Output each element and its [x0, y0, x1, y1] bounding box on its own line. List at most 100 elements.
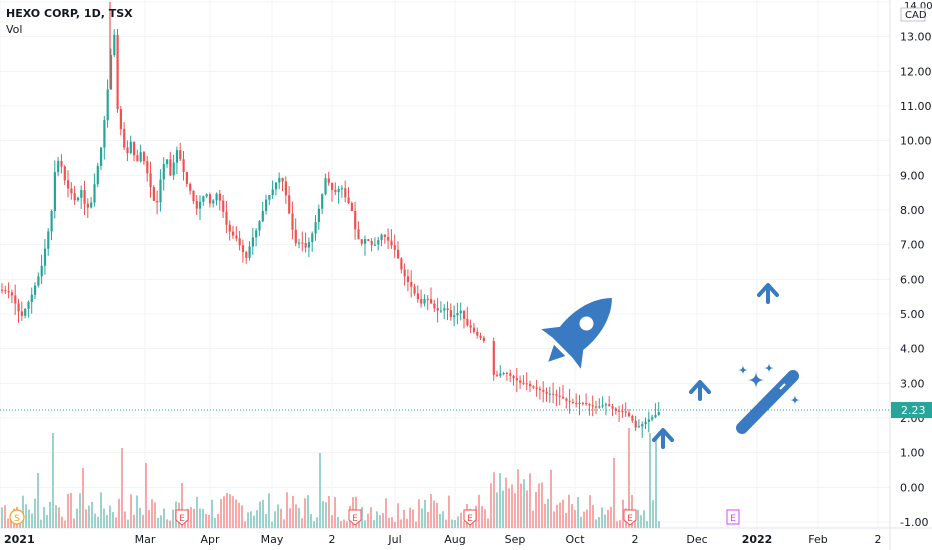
candle-body [439, 310, 443, 312]
volume-bar [49, 501, 51, 528]
volume-bar [442, 511, 444, 528]
volume-bar [562, 499, 564, 528]
volume-bar [295, 504, 297, 528]
candle-body [298, 242, 301, 244]
volume-bar [418, 499, 420, 528]
price-tick-label: 14.00 [904, 1, 932, 12]
candle-body [182, 159, 185, 172]
volume-bar [544, 503, 546, 528]
volume-bar [79, 493, 81, 528]
volume-bar [478, 494, 480, 528]
volume-bar [658, 521, 660, 528]
candle-body [344, 188, 347, 198]
candle-body [109, 55, 113, 90]
candle-body [70, 188, 73, 194]
volume-bar [37, 473, 39, 528]
volume-bar [208, 514, 210, 528]
split-marker[interactable] [9, 509, 25, 525]
volume-bar [298, 507, 300, 528]
candle-body [212, 200, 215, 204]
candle-series [1, 2, 660, 438]
volume-bar [568, 494, 570, 528]
volume-bar [406, 518, 408, 528]
candle-body [172, 162, 175, 176]
volume-bar [58, 507, 60, 528]
candle-body [255, 230, 258, 238]
candle-body [76, 197, 80, 201]
volume-bar [343, 519, 345, 528]
volume-bar [40, 519, 42, 528]
candle-body [525, 383, 528, 385]
volume-bar [385, 498, 387, 528]
volume-bar [25, 504, 27, 528]
volume-bar [532, 510, 534, 528]
candle-body [327, 178, 330, 183]
volume-bar [610, 506, 612, 528]
volume-bar [256, 510, 258, 528]
candle-body [30, 294, 33, 303]
split-marker-label: S [14, 514, 20, 524]
volume-bar [634, 518, 636, 528]
candle-body [245, 252, 248, 258]
earnings-marker[interactable] [726, 509, 740, 525]
volume-bar [190, 507, 192, 528]
time-tick-label: 2 [329, 533, 336, 546]
volume-bar [646, 521, 648, 528]
candle-body [588, 404, 591, 406]
candle-body [499, 373, 502, 376]
arrow-up-icon[interactable] [689, 380, 711, 401]
volume-bar [598, 517, 600, 528]
volume-bar [382, 513, 384, 528]
candle-body [598, 406, 601, 408]
volume-bar [613, 458, 615, 528]
earnings-marker-label: E [730, 514, 736, 524]
volume-bar [376, 511, 378, 528]
volume-bar [292, 495, 294, 528]
time-tick-label: Feb [808, 533, 827, 546]
volume-bar [235, 499, 237, 528]
candle-body [647, 419, 650, 422]
volume-bar [430, 494, 432, 528]
volume-bar [517, 469, 519, 528]
volume-bar [67, 493, 69, 528]
volume-bar [166, 519, 168, 528]
time-axis[interactable]: 2021 Mar Apr May 2 Jul Aug Sep Oct 2 Dec 2022 Feb 2 [4, 533, 882, 546]
candle-body [410, 281, 413, 287]
price-tick-label: 13.00 [900, 31, 932, 44]
candle-body [545, 391, 548, 394]
candle-body [86, 203, 89, 208]
candle-body [314, 222, 317, 234]
rocket-icon[interactable] [529, 278, 632, 381]
currency-label: CAD [905, 10, 927, 21]
candle-body [535, 387, 538, 389]
volume-bar [196, 496, 198, 528]
candle-body [80, 190, 83, 198]
candle-body [585, 403, 588, 405]
candle-body [426, 298, 429, 300]
volume-bar [604, 514, 606, 528]
volume-bar [154, 502, 156, 528]
earnings-marker[interactable] [175, 509, 189, 526]
volume-bar [163, 508, 165, 528]
candle-body [387, 236, 390, 241]
volume-bar [151, 499, 153, 528]
earnings-marker[interactable] [348, 509, 362, 526]
volume-bar [289, 508, 291, 528]
arrow-up-icon[interactable] [652, 428, 674, 449]
volume-bar [409, 507, 411, 528]
candle-body [40, 265, 43, 277]
magic-wand-icon[interactable] [736, 363, 800, 434]
candle-body [100, 147, 103, 166]
candle-body [416, 293, 419, 300]
price-axis[interactable]: 13.00 12.00 11.00 10.00 9.00 8.00 7.00 6.00 5.00… [900, 1, 932, 529]
earnings-marker[interactable] [623, 509, 637, 526]
volume-bar [412, 509, 414, 528]
earnings-marker[interactable] [463, 509, 477, 526]
candle-body [641, 424, 644, 427]
arrow-up-icon[interactable] [757, 283, 779, 304]
volume-bar [109, 505, 111, 528]
candle-body [17, 303, 20, 312]
volume-bar [322, 501, 324, 528]
